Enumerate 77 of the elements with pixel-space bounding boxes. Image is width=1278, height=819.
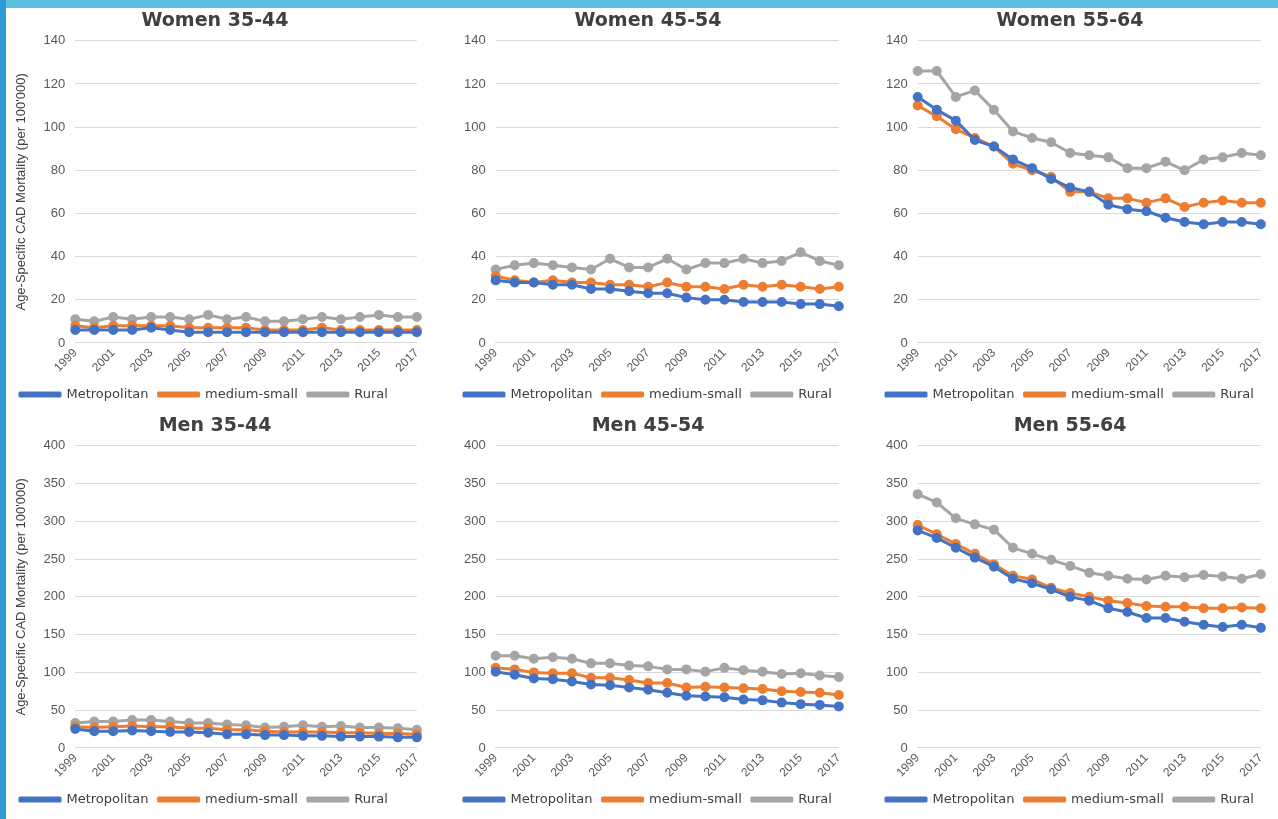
y-tick-label: 250 [43, 550, 66, 566]
y-tick-label: 20 [471, 291, 486, 307]
y-axis-title: Age-Specific CAD Mortality (per 100'000) [13, 478, 29, 716]
y-tick-label: 60 [50, 205, 66, 221]
chart-title: Men 35-44 [158, 413, 272, 436]
y-tick-label: 150 [885, 626, 908, 642]
legend-label: Rural [1220, 385, 1254, 401]
y-tick-label: 150 [43, 626, 66, 642]
y-tick-label: 20 [893, 291, 908, 307]
y-axis-title: Age-Specific CAD Mortality (per 100'000) [13, 73, 29, 311]
y-tick-label: 400 [43, 437, 66, 453]
y-tick-label: 0 [900, 334, 908, 350]
legend-label: Metropolitan [66, 790, 149, 806]
y-tick-label: 100 [463, 663, 486, 679]
legend-label: Metropolitan [510, 790, 593, 806]
y-tick-label: 0 [58, 739, 66, 755]
y-tick-label: 0 [58, 334, 66, 350]
y-tick-label: 20 [50, 291, 66, 307]
y-tick-label: 100 [43, 663, 66, 679]
y-tick-label: 250 [463, 550, 486, 566]
y-tick-label: 40 [50, 248, 66, 264]
chart-title: Women 45-54 [574, 8, 722, 31]
y-tick-label: 40 [893, 248, 908, 264]
chart-title: Women 55-64 [996, 8, 1144, 31]
legend-label: medium-small [205, 790, 298, 806]
y-tick-label: 250 [885, 550, 908, 566]
legend-label: Rural [798, 790, 832, 806]
y-tick-label: 100 [885, 663, 908, 679]
chart-title: Men 55-64 [1013, 413, 1127, 436]
legend-label: medium-small [1071, 790, 1164, 806]
y-tick-label: 0 [900, 739, 908, 755]
y-tick-label: 350 [43, 475, 66, 491]
y-tick-label: 40 [471, 248, 486, 264]
y-tick-label: 0 [478, 334, 486, 350]
y-tick-label: 350 [885, 475, 908, 491]
y-tick-label: 400 [885, 437, 908, 453]
y-tick-label: 100 [885, 118, 908, 134]
y-tick-label: 150 [463, 626, 486, 642]
y-tick-label: 100 [463, 118, 486, 134]
y-tick-label: 50 [50, 701, 66, 717]
y-tick-label: 200 [885, 588, 908, 604]
y-tick-label: 200 [463, 588, 486, 604]
y-tick-label: 140 [463, 32, 486, 48]
chart-title: Men 45-54 [591, 413, 705, 436]
y-tick-label: 80 [893, 161, 908, 177]
y-tick-label: 50 [471, 701, 486, 717]
y-tick-label: 80 [471, 161, 486, 177]
y-tick-label: 140 [43, 32, 66, 48]
y-tick-label: 0 [478, 739, 486, 755]
y-tick-label: 80 [50, 161, 66, 177]
y-tick-label: 120 [463, 75, 486, 91]
y-tick-label: 60 [471, 205, 486, 221]
legend-label: Rural [798, 385, 832, 401]
legend-label: Metropolitan [932, 790, 1015, 806]
y-tick-label: 400 [463, 437, 486, 453]
legend-label: medium-small [1071, 385, 1164, 401]
y-tick-label: 200 [43, 588, 66, 604]
y-tick-label: 120 [885, 75, 908, 91]
y-tick-label: 100 [43, 118, 66, 134]
legend-label: medium-small [205, 385, 298, 401]
y-tick-label: 120 [43, 75, 66, 91]
legend-label: medium-small [649, 385, 742, 401]
legend-label: medium-small [649, 790, 742, 806]
y-tick-label: 50 [893, 701, 908, 717]
y-tick-label: 60 [893, 205, 908, 221]
y-tick-label: 300 [463, 512, 486, 528]
chart-title: Women 35-44 [141, 8, 289, 31]
y-tick-label: 350 [463, 475, 486, 491]
legend-label: Metropolitan [66, 385, 149, 401]
y-tick-label: 300 [43, 512, 66, 528]
legend-label: Rural [1220, 790, 1254, 806]
legend-label: Rural [354, 385, 388, 401]
legend-label: Metropolitan [932, 385, 1015, 401]
y-tick-label: 300 [885, 512, 908, 528]
y-tick-label: 140 [885, 32, 908, 48]
legend-label: Metropolitan [510, 385, 593, 401]
legend-label: Rural [354, 790, 388, 806]
